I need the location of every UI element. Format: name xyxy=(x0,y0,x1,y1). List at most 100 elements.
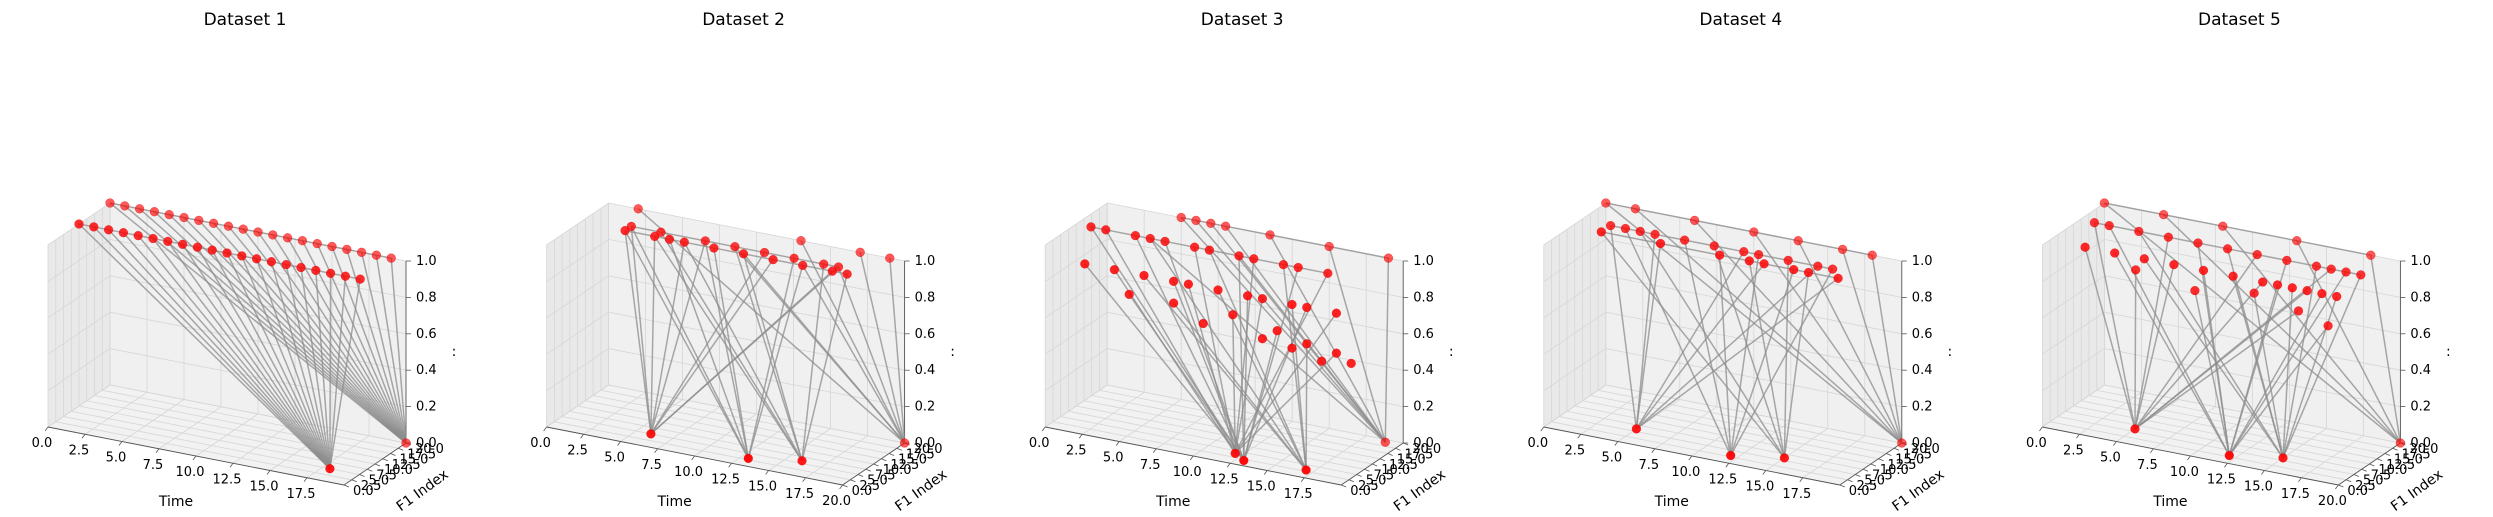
x-tick-label: 10.0 xyxy=(674,465,703,480)
edge-line xyxy=(2228,325,2329,456)
edge-line xyxy=(1238,255,1245,461)
edge-line xyxy=(802,264,833,272)
y-tick-label: 15.0 xyxy=(2394,453,2423,468)
data-point xyxy=(1183,279,1194,289)
edge-line xyxy=(1718,255,1732,456)
z-gridline xyxy=(1543,311,1902,371)
x-tick-label: 7.5 xyxy=(1140,458,1161,473)
data-point xyxy=(74,219,84,229)
edge-line xyxy=(704,240,750,459)
edge-line xyxy=(684,241,715,249)
data-point xyxy=(2311,261,2322,271)
edge-line xyxy=(1238,255,1386,443)
edge-line xyxy=(631,225,662,233)
edge-line xyxy=(272,234,407,444)
edge-line xyxy=(624,229,655,238)
z-gridline xyxy=(2042,384,2401,444)
edge-line xyxy=(286,237,407,444)
data-point xyxy=(1689,215,1700,226)
edge-line xyxy=(2227,248,2258,256)
data-point xyxy=(1220,221,1231,231)
edge-line xyxy=(196,246,331,470)
x-tick xyxy=(728,463,732,468)
z-tick-label: 1.0 xyxy=(915,254,936,269)
edge-line xyxy=(2134,254,2258,430)
z-axis-label: : xyxy=(452,344,457,360)
y-tick-label: 17.5 xyxy=(1404,447,1433,462)
edge-line xyxy=(2296,240,2402,444)
edge-line xyxy=(859,252,906,444)
y-tick-label: 20.0 xyxy=(2409,442,2438,457)
data-point xyxy=(1228,310,1238,320)
data-point xyxy=(1302,339,1312,349)
data-point xyxy=(2356,270,2366,280)
data-point xyxy=(1813,261,1823,271)
y-tick xyxy=(359,474,365,477)
x-tick xyxy=(192,455,197,461)
chart-panel-5: 0.0 2.5 5.0 7.5 10.0 12.5 15.0 17.5 20.00.02.55.… xyxy=(2026,10,2451,515)
edge-line xyxy=(2253,292,2284,459)
edge-line xyxy=(772,258,803,267)
edge-line xyxy=(137,235,331,470)
chart-title: Dataset 5 xyxy=(2198,10,2281,30)
edge-line xyxy=(1143,275,1307,471)
y-tick-label: 10.0 xyxy=(1381,463,1410,478)
x-tick xyxy=(2113,441,2117,446)
edge-line xyxy=(1684,239,1715,247)
y-tick-label: 2.5 xyxy=(361,479,382,494)
data-point xyxy=(325,464,335,474)
data-point xyxy=(768,254,778,265)
edge-line xyxy=(1384,258,1390,443)
chart-panel-3: 0.0 2.5 5.0 7.5 10.0 12.5 15.0 17.5 0.02.55.07.5… xyxy=(1029,10,1454,515)
x-tick xyxy=(617,441,621,446)
data-point xyxy=(1080,259,1090,269)
data-point xyxy=(1189,242,1200,252)
data-point xyxy=(679,237,689,247)
edge-line xyxy=(2134,281,2264,430)
x-tick xyxy=(266,470,271,475)
edge-line xyxy=(1605,202,1636,210)
y-tick xyxy=(390,453,396,456)
edge-line xyxy=(1600,231,1785,459)
x-tick-label: 10.0 xyxy=(1173,465,1202,480)
edge-line xyxy=(1225,225,1271,236)
y-tick-label: 20.0 xyxy=(1412,442,1441,457)
y-tick-label: 12.5 xyxy=(2386,458,2415,473)
y-tick xyxy=(2369,463,2375,467)
tick-labels: 0.0 2.5 5.0 7.5 10.0 12.5 15.0 17.5 0.02.55.07.5… xyxy=(1029,254,1441,502)
data-point xyxy=(1753,249,1764,260)
x-tick-label: 2.5 xyxy=(2063,443,2084,458)
edge-line xyxy=(1605,202,1903,444)
x-tick xyxy=(1041,426,1046,432)
x-tick xyxy=(802,477,806,482)
data-point xyxy=(1204,245,1215,255)
x-tick xyxy=(2298,477,2302,482)
edges xyxy=(624,208,906,462)
edge-line xyxy=(226,252,331,470)
y-tick xyxy=(1878,458,1884,462)
z-tick-label: 0.2 xyxy=(1912,400,1933,415)
edge-line xyxy=(1164,240,1195,248)
data-point xyxy=(1383,253,1394,263)
data-point xyxy=(2258,277,2268,287)
edge-line xyxy=(1871,255,1903,444)
edge-line xyxy=(2134,310,2299,430)
data-point xyxy=(1346,358,1356,369)
y-tick-label: 12.5 xyxy=(1389,458,1418,473)
edge-line xyxy=(660,231,706,242)
data-point xyxy=(620,225,630,236)
edge-line xyxy=(1128,293,1245,461)
edge-line xyxy=(2134,269,2137,429)
z-gridline xyxy=(1044,238,1404,298)
data-point xyxy=(2193,238,2203,248)
edge-line xyxy=(1635,265,1819,430)
data-point xyxy=(1316,356,1327,366)
z-gridline xyxy=(47,238,407,298)
y-tick-label: 0.0 xyxy=(353,484,374,499)
data-point xyxy=(2366,250,2376,260)
data-point xyxy=(2302,286,2312,296)
data-point xyxy=(1837,244,1848,255)
edge-line xyxy=(1180,216,1386,443)
y-tick xyxy=(865,468,871,472)
data-point xyxy=(2190,285,2200,296)
